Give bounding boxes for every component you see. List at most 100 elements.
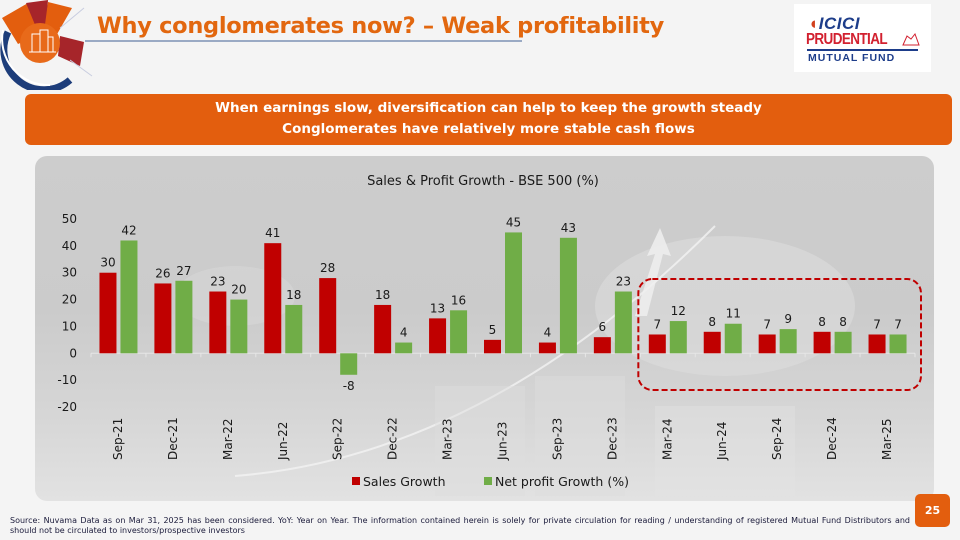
y-tick-label: 50 [62, 212, 77, 226]
y-tick-label: 0 [69, 346, 77, 360]
data-label: 4 [400, 326, 408, 340]
legend-swatch-sales [352, 477, 360, 485]
data-label: 7 [873, 317, 881, 331]
data-label: 11 [726, 307, 741, 321]
data-label: 23 [616, 275, 631, 289]
data-label: 43 [561, 221, 576, 235]
data-label: 6 [599, 320, 607, 334]
bar-net-profit-growth [340, 353, 358, 375]
bars [99, 232, 907, 375]
x-tick-label: Dec-23 [605, 417, 619, 460]
data-label: 7 [894, 317, 902, 331]
bar-net-profit-growth [779, 329, 797, 354]
bar-net-profit-growth [450, 310, 468, 354]
legend-label-sales: Sales Growth [363, 474, 446, 489]
bar-net-profit-growth [669, 321, 687, 354]
bar-sales-growth [429, 318, 447, 354]
chart-title: Sales & Profit Growth - BSE 500 (%) [367, 174, 599, 189]
y-axis: 50 40 30 20 10 0 -10 -20 [57, 212, 77, 414]
page-number: 25 [915, 494, 950, 527]
x-tick-label: Sep-23 [550, 418, 564, 460]
data-label: 18 [286, 288, 301, 302]
data-label: 18 [375, 288, 390, 302]
x-tick-label: Mar-25 [880, 419, 894, 460]
x-axis: Sep-21 Dec-21 Mar-22 Jun-22 Sep-22 Dec-22 Mar-… [90, 352, 916, 461]
title-underline [85, 40, 522, 42]
bar-sales-growth [593, 337, 611, 354]
bar-sales-growth [484, 339, 501, 354]
data-label: 20 [231, 283, 246, 297]
data-label: 13 [430, 301, 445, 315]
data-label: 26 [155, 266, 170, 280]
icici-mark-icon: ◖ [808, 14, 819, 33]
data-label: 9 [784, 312, 792, 326]
y-tick-label: 30 [62, 266, 77, 280]
y-tick-label: -20 [57, 400, 77, 414]
bar-net-profit-growth [285, 304, 303, 354]
x-tick-label: Mar-22 [221, 419, 235, 460]
data-label: 27 [176, 264, 191, 278]
bar-net-profit-growth [175, 280, 193, 354]
legend-label-profit: Net profit Growth (%) [495, 474, 629, 489]
data-label: 8 [818, 315, 826, 329]
x-tick-label: Jun-23 [496, 422, 510, 461]
bar-sales-growth [758, 334, 776, 354]
key-message-banner: When earnings slow, diversification can … [25, 94, 952, 145]
highlight-box-group [637, 278, 922, 391]
brand-divider [807, 49, 918, 51]
data-label: 23 [210, 275, 225, 289]
bar-sales-growth [154, 283, 172, 354]
data-label: 16 [451, 293, 466, 307]
bar-sales-growth [264, 243, 282, 354]
brand-line-mutual-fund: MUTUAL FUND [808, 52, 896, 64]
bar-sales-growth [374, 304, 392, 354]
bar-sales-growth [538, 342, 556, 354]
data-label: 30 [100, 256, 115, 270]
data-label: 8 [708, 315, 716, 329]
x-tick-label: Sep-22 [331, 418, 345, 460]
brand-line-icici: ◖ICICI [808, 14, 860, 34]
brand-line-prudential: PRUDENTIAL [806, 30, 888, 48]
data-label: -8 [343, 379, 355, 393]
bar-net-profit-growth [889, 334, 907, 354]
bar-net-profit-growth [724, 323, 742, 354]
icici-prudential-logo: ◖ICICI PRUDENTIAL MUTUAL FUND [794, 4, 931, 72]
y-tick-label: 40 [62, 239, 77, 253]
x-tick-label: Jun-22 [276, 422, 290, 461]
chart-panel [35, 156, 934, 501]
data-label: 7 [653, 317, 661, 331]
data-label: 7 [763, 317, 771, 331]
highlight-dashed-box [637, 278, 922, 391]
x-tick-label: Dec-24 [825, 417, 839, 460]
banner-line-2: Conglomerates have relatively more stabl… [282, 121, 695, 137]
bar-net-profit-growth [559, 237, 577, 354]
bar-sales-growth [703, 331, 721, 354]
brand-line-icici-text: ICICI [818, 14, 861, 33]
y-tick-label: -10 [57, 373, 77, 387]
source-footnote: Source: Nuvama Data as on Mar 31, 2025 h… [10, 516, 910, 535]
bar-sales-growth [99, 272, 117, 354]
x-tick-label: Dec-21 [166, 417, 180, 460]
slide-title: Why conglomerates now? – Weak profitabil… [97, 13, 665, 39]
data-label: 41 [265, 226, 280, 240]
bar-net-profit-growth [614, 291, 632, 354]
data-label: 28 [320, 261, 335, 275]
buildings-logo-icon [0, 0, 93, 90]
x-tick-label: Jun-24 [715, 422, 729, 461]
banner-line-1: When earnings slow, diversification can … [215, 100, 762, 116]
data-label: 42 [121, 223, 136, 237]
data-label: 5 [489, 323, 497, 337]
data-label: 8 [839, 315, 847, 329]
legend: Sales Growth Net profit Growth (%) [352, 474, 629, 489]
bar-sales-growth [209, 291, 227, 354]
bar-sales-growth [813, 331, 831, 354]
data-label: 45 [506, 215, 521, 229]
data-label: 4 [544, 326, 552, 340]
y-tick-label: 10 [62, 319, 77, 333]
y-tick-label: 20 [62, 293, 77, 307]
rock-emblem-icon [902, 32, 920, 46]
x-tick-label: Sep-24 [770, 418, 784, 460]
bar-sales-growth [648, 334, 666, 354]
bar-net-profit-growth [834, 331, 852, 354]
